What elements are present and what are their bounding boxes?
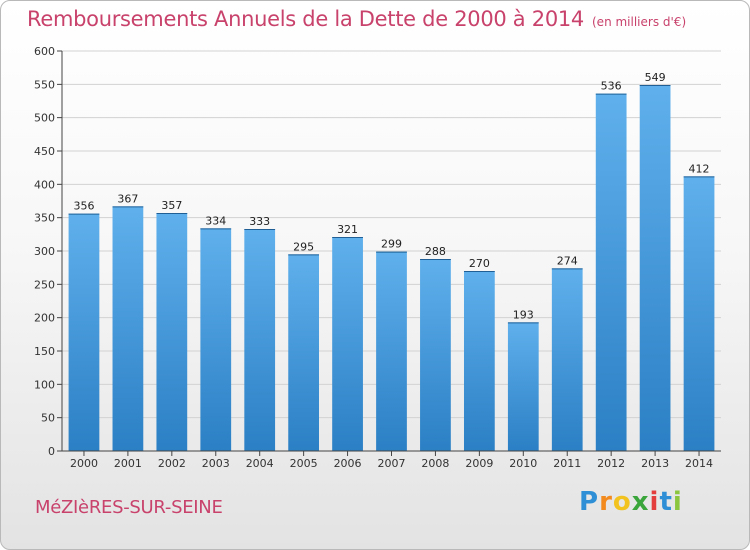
value-label: 536 bbox=[601, 80, 622, 93]
x-tick-label: 2001 bbox=[114, 457, 142, 470]
logo-letter: i bbox=[672, 487, 683, 517]
bar-2009 bbox=[463, 271, 495, 451]
bar-2014 bbox=[683, 176, 715, 452]
x-tick-label: 2008 bbox=[421, 457, 449, 470]
bar-2003 bbox=[200, 228, 232, 451]
chart-title-text: Remboursements Annuels de la Dette de 20… bbox=[27, 7, 584, 31]
value-label: 356 bbox=[73, 200, 94, 213]
y-tick-label: 200 bbox=[34, 312, 55, 325]
bar-2013 bbox=[639, 85, 671, 451]
y-tick-label: 300 bbox=[34, 245, 55, 258]
value-label: 270 bbox=[469, 257, 490, 270]
x-tick-label: 2012 bbox=[597, 457, 625, 470]
bar-2001 bbox=[112, 206, 144, 451]
value-label: 549 bbox=[645, 71, 666, 84]
logo-letter: t bbox=[659, 487, 673, 517]
x-tick-label: 2003 bbox=[202, 457, 230, 470]
logo-letter: i bbox=[649, 487, 660, 517]
value-label: 333 bbox=[249, 215, 270, 228]
x-tick-label: 2005 bbox=[290, 457, 318, 470]
value-label: 274 bbox=[557, 254, 578, 267]
value-label: 299 bbox=[381, 238, 402, 251]
value-label: 193 bbox=[513, 308, 534, 321]
x-tick-label: 2009 bbox=[465, 457, 493, 470]
bar-2010 bbox=[507, 322, 539, 451]
x-tick-label: 2004 bbox=[246, 457, 274, 470]
value-label: 357 bbox=[161, 199, 182, 212]
bar-2004 bbox=[244, 229, 276, 451]
bars: 356 367 357 334 333 295 321 299 288 270 193 274 536 5… bbox=[68, 71, 715, 452]
x-tick-label: 2014 bbox=[685, 457, 713, 470]
x-tick-label: 2000 bbox=[70, 457, 98, 470]
axes: 0 50 100 150 200 250 300 350 400 450 500 550 600 2000… bbox=[34, 45, 721, 470]
bar-2007 bbox=[376, 251, 407, 451]
x-tick-label: 2007 bbox=[378, 457, 406, 470]
y-tick-label: 550 bbox=[34, 78, 55, 91]
y-tick-label: 450 bbox=[34, 145, 55, 158]
y-tick-label: 150 bbox=[34, 345, 55, 358]
chart-title: Remboursements Annuels de la Dette de 20… bbox=[27, 7, 686, 31]
x-tick-label: 2013 bbox=[641, 457, 669, 470]
value-label: 288 bbox=[425, 245, 446, 258]
commune-name: MéZIèRES-SUR-SEINE bbox=[35, 497, 223, 518]
value-label: 321 bbox=[337, 223, 358, 236]
value-label: 367 bbox=[117, 192, 138, 205]
logo-letter: o bbox=[612, 487, 632, 517]
y-tick-label: 0 bbox=[48, 445, 55, 458]
y-tick-label: 400 bbox=[34, 178, 55, 191]
bar-2012 bbox=[595, 93, 627, 452]
y-tick-label: 350 bbox=[34, 212, 55, 225]
y-tick-label: 50 bbox=[41, 412, 55, 425]
y-tick-label: 600 bbox=[34, 45, 55, 58]
logo-letter: r bbox=[599, 487, 613, 517]
value-label: 334 bbox=[205, 214, 226, 227]
y-tick-label: 500 bbox=[34, 112, 55, 125]
bar-2002 bbox=[156, 213, 188, 451]
logo-letter: x bbox=[631, 487, 650, 517]
bar-2011 bbox=[551, 268, 583, 451]
bar-2008 bbox=[420, 259, 451, 451]
x-tick-label: 2011 bbox=[553, 457, 581, 470]
logo-letter: P bbox=[579, 487, 600, 517]
value-label: 412 bbox=[689, 162, 710, 175]
x-tick-label: 2010 bbox=[509, 457, 537, 470]
proxiti-logo: Proxiti bbox=[579, 487, 683, 517]
value-label: 295 bbox=[293, 240, 314, 253]
chart-unit: (en milliers d'€) bbox=[592, 15, 687, 29]
bar-2006 bbox=[332, 237, 363, 451]
bar-2005 bbox=[288, 254, 320, 451]
x-tick-label: 2006 bbox=[334, 457, 362, 470]
y-tick-label: 100 bbox=[34, 378, 55, 391]
x-tick-label: 2002 bbox=[158, 457, 186, 470]
bar-2000 bbox=[68, 213, 100, 451]
y-tick-label: 250 bbox=[34, 278, 55, 291]
